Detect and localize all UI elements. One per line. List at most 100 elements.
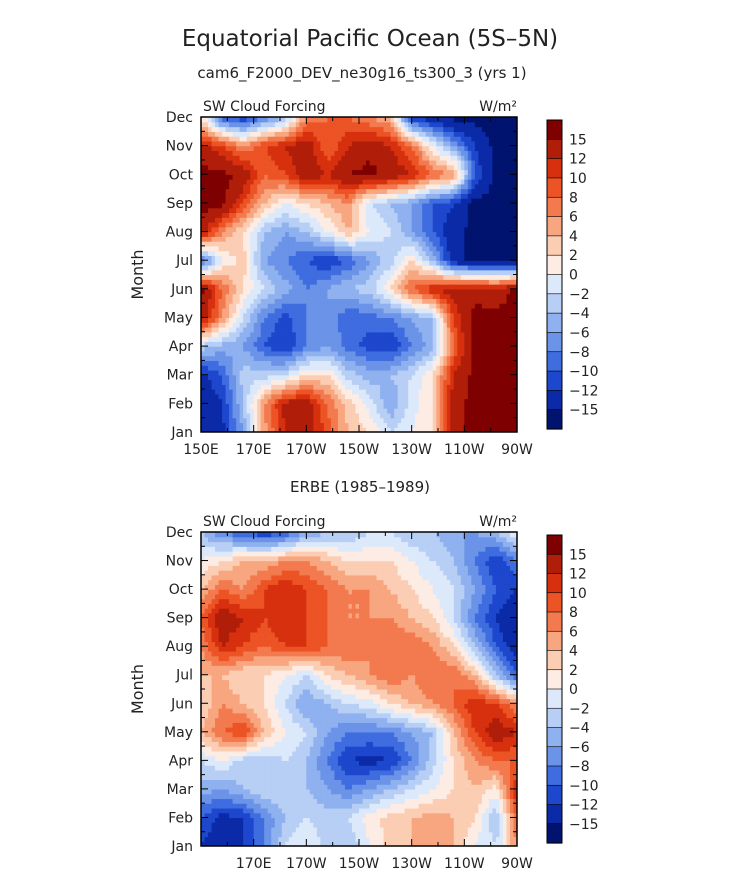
heatmap-cell xyxy=(327,217,332,223)
heatmap-cell xyxy=(215,274,220,280)
heatmap-cell xyxy=(506,341,511,347)
heatmap-cell xyxy=(418,183,423,190)
heatmap-cell xyxy=(302,393,307,400)
heatmap-cell xyxy=(453,274,458,280)
heatmap-cell xyxy=(474,174,479,180)
heatmap-cell xyxy=(271,198,276,204)
heatmap-cell xyxy=(348,202,353,209)
heatmap-cell xyxy=(404,274,409,280)
heatmap-cell xyxy=(366,198,371,204)
heatmap-cell xyxy=(422,231,427,237)
heatmap-cell xyxy=(225,365,230,371)
heatmap-cell xyxy=(408,360,413,366)
heatmap-cell xyxy=(229,403,234,409)
heatmap-cell xyxy=(348,274,353,280)
heatmap-cell xyxy=(495,269,501,276)
heatmap-cell xyxy=(330,379,336,385)
heatmap-cell xyxy=(229,236,234,242)
heatmap-cell xyxy=(422,360,427,366)
heatmap-cell xyxy=(281,312,286,319)
heatmap-cell xyxy=(492,379,497,385)
heatmap-cell xyxy=(253,384,258,390)
heatmap-cell xyxy=(316,226,321,233)
heatmap-cell xyxy=(373,207,378,214)
heatmap-cell xyxy=(457,236,462,242)
heatmap-cell xyxy=(387,198,392,204)
heatmap-cell xyxy=(208,212,213,218)
heatmap-cell xyxy=(509,226,515,233)
heatmap-cell xyxy=(481,374,486,381)
heatmap-cell xyxy=(485,417,490,424)
heatmap-cell xyxy=(306,327,311,333)
heatmap-cell xyxy=(285,212,290,218)
heatmap-cell xyxy=(239,360,244,366)
heatmap-cell xyxy=(404,222,409,228)
heatmap-cell xyxy=(267,398,272,404)
heatmap-cell xyxy=(373,307,378,314)
heatmap-cell xyxy=(313,317,318,323)
heatmap-cell xyxy=(327,336,332,342)
heatmap-cell xyxy=(506,422,511,428)
heatmap-cell xyxy=(313,183,318,190)
heatmap-cell xyxy=(408,212,413,218)
heatmap-cell xyxy=(502,284,508,290)
heatmap-cell xyxy=(355,303,360,309)
heatmap-cell xyxy=(348,384,353,390)
heatmap-cell xyxy=(394,355,399,362)
heatmap-cell xyxy=(478,307,483,314)
heatmap-cell xyxy=(267,307,272,314)
heatmap-cell xyxy=(383,360,388,366)
heatmap-cell xyxy=(446,331,451,338)
heatmap-cell xyxy=(278,159,283,166)
heatmap-cell xyxy=(253,150,258,156)
heatmap-cell xyxy=(474,412,479,419)
heatmap-cell xyxy=(457,360,462,366)
heatmap-cell xyxy=(323,365,328,371)
heatmap-cell xyxy=(232,312,237,319)
heatmap-cell xyxy=(337,222,343,228)
heatmap-cell xyxy=(211,245,216,252)
heatmap-cell xyxy=(208,226,213,233)
heatmap-cell xyxy=(281,198,286,204)
heatmap-cell xyxy=(292,355,297,362)
heatmap-cell xyxy=(257,245,262,252)
heatmap-cell xyxy=(471,298,476,304)
heatmap-cell xyxy=(334,198,339,204)
heatmap-cell xyxy=(355,379,360,385)
heatmap-cell xyxy=(351,408,357,414)
heatmap-cell xyxy=(341,355,346,362)
heatmap-cell xyxy=(278,169,283,175)
heatmap-cell xyxy=(253,403,258,409)
heatmap-cell xyxy=(485,245,490,252)
heatmap-cell xyxy=(450,327,455,333)
heatmap-cell xyxy=(457,250,462,257)
heatmap-cell xyxy=(474,188,479,194)
heatmap-cell xyxy=(467,317,472,323)
heatmap-cell xyxy=(481,389,486,395)
heatmap-cell xyxy=(292,236,297,242)
heatmap-cell xyxy=(485,179,490,185)
heatmap-cell xyxy=(450,236,455,242)
heatmap-cell xyxy=(436,365,441,371)
heatmap-cell xyxy=(222,145,227,152)
heatmap-cell xyxy=(513,207,517,214)
heatmap-cell xyxy=(495,374,501,381)
heatmap-cell xyxy=(422,245,427,252)
heatmap-cell xyxy=(330,298,336,304)
heatmap-cell xyxy=(253,374,258,381)
heatmap-cell xyxy=(250,369,255,376)
heatmap-cell xyxy=(425,207,430,214)
heatmap-cell xyxy=(341,250,346,257)
heatmap-cell xyxy=(292,307,297,314)
heatmap-cell xyxy=(243,317,248,323)
heatmap-cell xyxy=(232,264,237,271)
heatmap-cell xyxy=(471,293,476,299)
heatmap-cell xyxy=(408,369,413,376)
heatmap-cell xyxy=(204,155,209,161)
heatmap-cell xyxy=(422,365,427,371)
heatmap-cell xyxy=(218,369,223,376)
heatmap-cell xyxy=(288,365,293,371)
heatmap-cell xyxy=(418,408,423,414)
heatmap-cell xyxy=(373,288,378,295)
heatmap-cell xyxy=(492,365,497,371)
